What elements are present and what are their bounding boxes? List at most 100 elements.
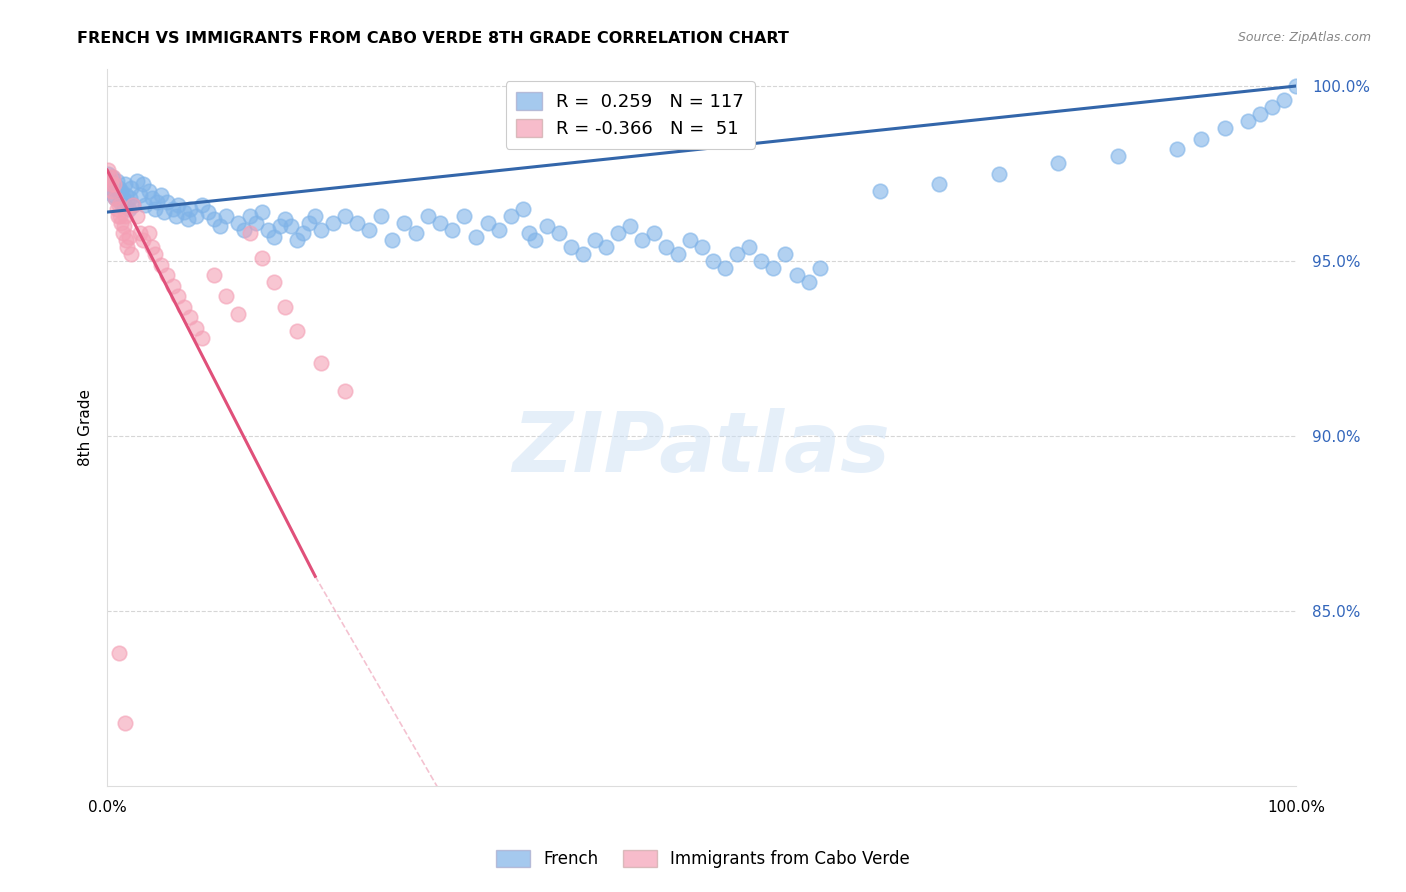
Point xyxy=(619,219,641,233)
Point xyxy=(679,233,702,247)
Point xyxy=(869,184,891,198)
Point xyxy=(1285,78,1308,93)
Point xyxy=(110,216,132,230)
Point xyxy=(239,226,262,240)
Point xyxy=(536,219,558,233)
Point xyxy=(177,212,200,227)
Point xyxy=(464,229,486,244)
Point xyxy=(714,261,737,276)
Point xyxy=(117,240,139,254)
Point xyxy=(100,177,122,191)
Point xyxy=(110,209,132,223)
Point xyxy=(179,202,201,216)
Point xyxy=(607,226,630,240)
Point xyxy=(141,191,163,205)
Point xyxy=(512,202,534,216)
Point xyxy=(501,209,523,223)
Point xyxy=(1261,100,1284,114)
Point xyxy=(263,275,285,289)
Point xyxy=(477,216,499,230)
Point xyxy=(107,209,129,223)
Point xyxy=(97,163,120,178)
Point xyxy=(810,261,832,276)
Point xyxy=(111,191,134,205)
Point xyxy=(134,198,156,212)
Point xyxy=(132,233,155,247)
Point xyxy=(101,170,124,185)
Point xyxy=(138,184,160,198)
Point xyxy=(655,240,678,254)
Point xyxy=(762,261,785,276)
Point xyxy=(333,384,356,398)
Legend: R =  0.259   N = 117, R = -0.366   N =  51: R = 0.259 N = 117, R = -0.366 N = 51 xyxy=(506,81,755,149)
Point xyxy=(112,198,135,212)
Point xyxy=(104,191,127,205)
Point xyxy=(101,170,124,185)
Point xyxy=(702,254,724,268)
Point xyxy=(120,247,142,261)
Point xyxy=(162,202,184,216)
Point xyxy=(232,222,254,236)
Point xyxy=(583,233,606,247)
Point xyxy=(560,240,582,254)
Point xyxy=(453,209,475,223)
Point xyxy=(155,268,177,282)
Point xyxy=(125,209,148,223)
Point xyxy=(125,173,148,187)
Point xyxy=(987,167,1010,181)
Point xyxy=(173,300,195,314)
Point xyxy=(304,209,326,223)
Point xyxy=(370,209,392,223)
Point xyxy=(928,177,950,191)
Point xyxy=(738,240,761,254)
Point xyxy=(202,268,225,282)
Point xyxy=(110,184,132,198)
Point xyxy=(162,278,184,293)
Legend: French, Immigrants from Cabo Verde: French, Immigrants from Cabo Verde xyxy=(489,843,917,875)
Point xyxy=(149,187,172,202)
Point xyxy=(292,226,315,240)
Point xyxy=(114,209,136,223)
Point xyxy=(666,247,689,261)
Point xyxy=(132,177,155,191)
Point xyxy=(108,646,131,660)
Point xyxy=(725,247,748,261)
Point xyxy=(1166,142,1188,156)
Point xyxy=(129,226,152,240)
Point xyxy=(322,216,344,230)
Point xyxy=(143,202,166,216)
Point xyxy=(115,233,138,247)
Point xyxy=(394,216,416,230)
Point xyxy=(155,194,177,209)
Point xyxy=(117,194,139,209)
Point xyxy=(215,289,238,303)
Point xyxy=(1213,121,1236,136)
Point xyxy=(786,268,808,282)
Point xyxy=(215,209,238,223)
Point xyxy=(250,251,273,265)
Point xyxy=(104,191,127,205)
Point xyxy=(191,331,214,345)
Y-axis label: 8th Grade: 8th Grade xyxy=(79,389,93,466)
Point xyxy=(643,226,665,240)
Point xyxy=(105,173,128,187)
Point xyxy=(488,222,510,236)
Point xyxy=(333,209,356,223)
Point xyxy=(440,222,463,236)
Point xyxy=(110,194,132,209)
Text: Source: ZipAtlas.com: Source: ZipAtlas.com xyxy=(1237,31,1371,45)
Point xyxy=(117,229,139,244)
Point xyxy=(571,247,593,261)
Point xyxy=(309,222,332,236)
Point xyxy=(357,222,380,236)
Point xyxy=(239,209,262,223)
Point xyxy=(274,212,297,227)
Point xyxy=(418,209,440,223)
Point xyxy=(122,198,145,212)
Point xyxy=(226,216,249,230)
Point xyxy=(226,307,249,321)
Point xyxy=(405,226,427,240)
Point xyxy=(122,198,145,212)
Point xyxy=(108,198,131,212)
Point xyxy=(129,187,152,202)
